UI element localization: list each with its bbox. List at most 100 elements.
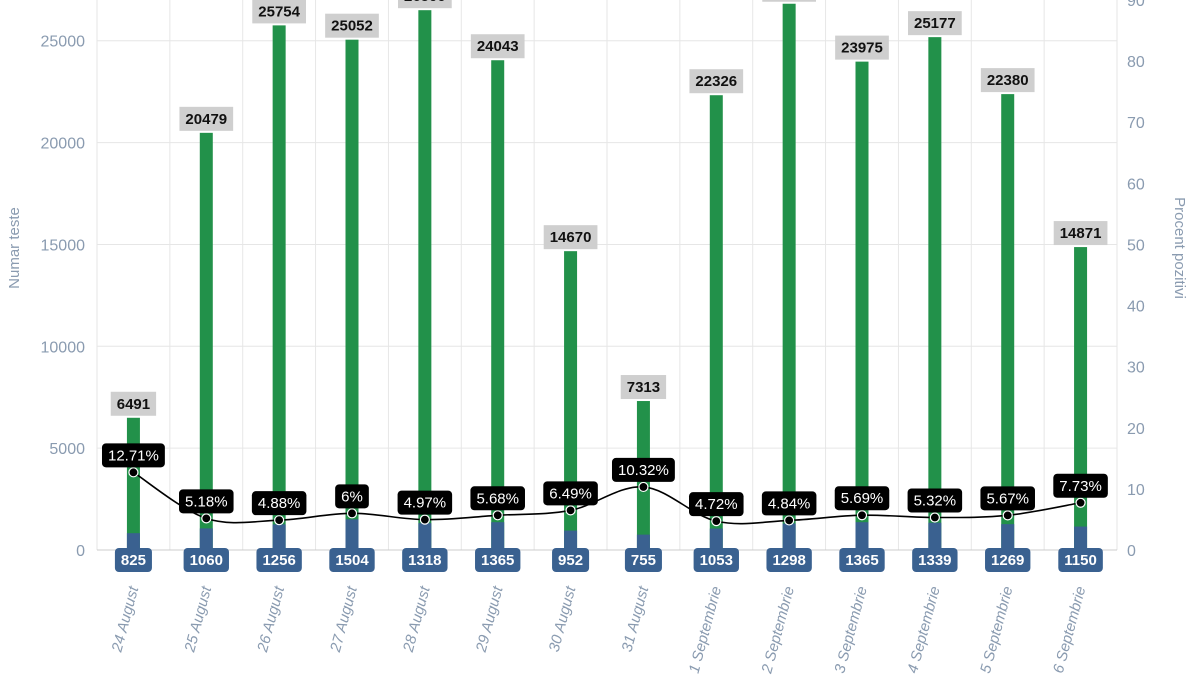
total-tests-label: 22380 — [980, 68, 1035, 93]
bar-total-tests — [855, 61, 869, 551]
y-tick-label: 10000 — [41, 339, 86, 356]
percent-point — [274, 515, 285, 526]
percent-label-text: 6.49% — [549, 485, 592, 502]
percent-label-box — [397, 490, 453, 515]
total-tests-label-text: 26500 — [404, 0, 446, 5]
positive-tests-label: 1504 — [329, 548, 375, 572]
positive-tests-label: 825 — [114, 548, 152, 572]
percent-point — [492, 510, 503, 521]
positive-tests-label-text: 1298 — [772, 552, 805, 569]
y-right-tick-label: 70 — [1127, 115, 1145, 132]
y-tick-label: 15000 — [41, 237, 86, 254]
percent-point — [929, 512, 940, 523]
bar-positive-tests — [272, 524, 286, 550]
positive-tests-label-box — [329, 548, 375, 572]
bar-total-tests — [345, 39, 359, 550]
positive-tests-label-box — [985, 548, 1031, 572]
bar-positive-tests — [345, 519, 359, 550]
percent-label-box — [834, 486, 890, 511]
percent-label-box — [980, 486, 1035, 511]
bar-positive-tests — [928, 522, 942, 550]
bar-positive-tests — [855, 522, 869, 550]
bar-positive-tests — [782, 523, 796, 550]
y-tick-label: 25000 — [41, 34, 86, 51]
bar-total-tests — [272, 25, 286, 551]
y-right-axis-title: Procent pozitivi — [1171, 197, 1188, 299]
bar-total-tests — [418, 10, 432, 551]
positive-tests-label-text: 1060 — [190, 552, 223, 569]
percent-label-box — [335, 484, 369, 509]
y-right-tick-label: 50 — [1127, 237, 1145, 254]
percent-point — [784, 515, 795, 526]
positive-tests-label-box — [402, 548, 448, 572]
percent-label: 4.84% — [761, 491, 817, 516]
percent-point — [638, 481, 649, 493]
total-tests-label-text: 20479 — [185, 111, 227, 128]
bar-total-tests — [126, 417, 140, 550]
percent-point — [565, 505, 576, 516]
percent-label-box — [470, 486, 525, 511]
percent-point — [856, 510, 868, 521]
percent-label-text: 10.32% — [618, 462, 669, 479]
total-tests-label-text: 7313 — [627, 379, 660, 396]
total-tests-label: 23975 — [835, 35, 889, 60]
total-tests-label: 14871 — [1053, 221, 1108, 246]
total-tests-label: 26816 — [762, 0, 817, 2]
percent-label-text: 5.18% — [185, 493, 228, 510]
percent-label-box — [179, 489, 234, 514]
y-right-tick-label: 40 — [1127, 299, 1145, 316]
percent-label-text: 6% — [341, 488, 363, 505]
positive-tests-label: 1298 — [766, 548, 812, 572]
percent-label: 6.49% — [543, 481, 598, 506]
positive-tests-label-box — [624, 548, 662, 572]
percent-label-text: 5.69% — [841, 490, 884, 507]
bar-positive-tests — [491, 522, 505, 550]
positive-tests-label-box — [693, 548, 739, 572]
bar-positive-tests — [418, 523, 432, 550]
positive-tests-label-box — [766, 548, 812, 572]
positive-tests-label: 1365 — [475, 548, 521, 572]
percent-label: 5.32% — [907, 488, 963, 513]
x-tick-label: 31 August — [619, 584, 653, 654]
total-tests-label: 20479 — [179, 106, 234, 131]
total-tests-label-box — [1053, 221, 1108, 246]
total-tests-label: 25177 — [907, 11, 962, 36]
positive-tests-label-text: 1318 — [408, 552, 441, 569]
percent-label: 4.72% — [689, 492, 744, 517]
x-tick-label: 4 Septembrie — [904, 585, 944, 676]
positive-tests-label-text: 1256 — [262, 552, 295, 569]
positive-tests-label-text: 755 — [631, 552, 656, 569]
percent-label: 5.68% — [470, 486, 525, 511]
x-tick-label: 24 August — [108, 584, 142, 655]
total-tests-label: 7313 — [620, 375, 667, 400]
y-right-tick-label: 0 — [1127, 543, 1136, 560]
positive-tests-label-text: 1365 — [845, 552, 878, 569]
positive-tests-label-box — [912, 548, 958, 572]
percent-label-text: 12.71% — [108, 447, 159, 464]
y-right-tick-label: 90 — [1127, 0, 1145, 10]
percent-label-text: 5.67% — [986, 490, 1029, 507]
percent-label-text: 5.68% — [476, 490, 519, 507]
positive-tests-label-text: 1504 — [335, 552, 369, 569]
x-tick-label: 29 August — [473, 584, 507, 655]
percent-label-text: 4.84% — [768, 495, 811, 512]
total-tests-label: 22326 — [689, 69, 744, 94]
total-tests-label-text: 25754 — [258, 3, 300, 20]
positive-tests-label-box — [552, 548, 590, 572]
total-tests-label-text: 25052 — [331, 18, 373, 35]
total-tests-label-box — [835, 35, 889, 60]
percent-point — [419, 514, 430, 525]
x-tick-label: 3 Septembrie — [831, 585, 871, 676]
x-tick-label: 6 Septembrie — [1050, 585, 1090, 676]
percent-point — [128, 467, 139, 478]
total-tests-label-box — [397, 0, 452, 9]
total-tests-label-box — [543, 225, 598, 250]
total-tests-label: 14670 — [543, 225, 598, 250]
positive-tests-label: 1339 — [912, 548, 958, 572]
bar-total-tests — [564, 251, 578, 550]
x-tick-label: 27 August — [327, 584, 361, 655]
positive-tests-label: 1053 — [693, 548, 739, 572]
positive-tests-label: 1150 — [1058, 548, 1103, 572]
positive-tests-label: 1256 — [256, 548, 302, 572]
